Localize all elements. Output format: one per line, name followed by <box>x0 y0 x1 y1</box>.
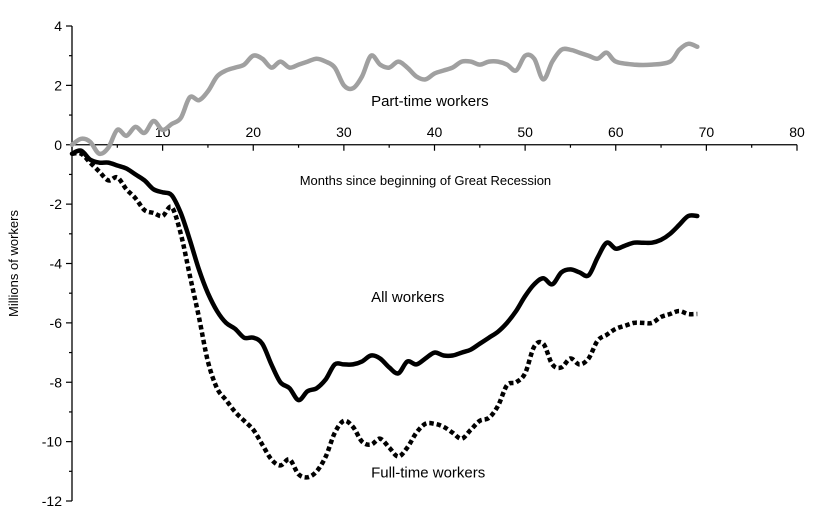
y-tick-label: -2 <box>50 196 63 212</box>
labels-group: Part-time workers All workers Full-time wo… <box>371 93 489 481</box>
series-label-all-workers: All workers <box>371 289 444 306</box>
x-axis-title: Months since beginning of Great Recessio… <box>300 173 551 188</box>
series-label-part-time-workers: Part-time workers <box>371 93 489 110</box>
y-tick-label: 0 <box>54 137 62 153</box>
x-tick-label: 40 <box>427 124 443 140</box>
series-label-full-time-workers: Full-time workers <box>371 464 485 481</box>
y-tick-label: -10 <box>42 434 62 450</box>
y-axis-title: Millions of workers <box>6 210 21 317</box>
y-tick-label: -12 <box>42 493 62 509</box>
y-tick-label: -4 <box>50 256 63 272</box>
x-tick-label: 50 <box>517 124 533 140</box>
y-tick-label: 4 <box>54 18 62 34</box>
series-line-all-workers <box>69 148 700 403</box>
y-tick-label: -6 <box>50 315 63 331</box>
series-line-full-time-workers <box>71 150 698 480</box>
series-line-part-time-workers <box>69 41 700 157</box>
x-tick-label: 80 <box>789 124 805 140</box>
x-tick-label: 60 <box>608 124 624 140</box>
y-tick-label: -8 <box>50 374 63 390</box>
x-tick-label: 20 <box>245 124 261 140</box>
x-tick-label: 70 <box>699 124 715 140</box>
series-group <box>69 41 700 480</box>
x-tick-label: 30 <box>336 124 352 140</box>
y-tick-label: 2 <box>54 77 62 93</box>
